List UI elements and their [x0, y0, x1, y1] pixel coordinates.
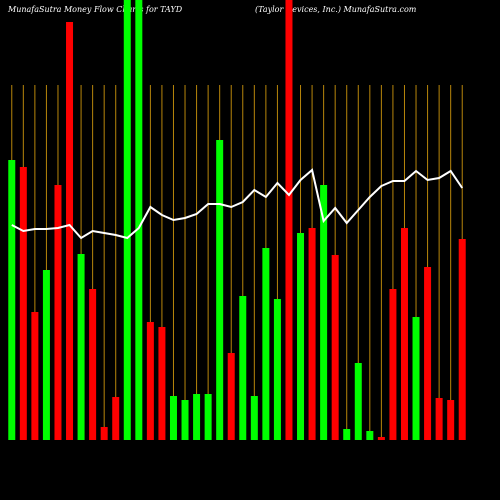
bar: [273, 299, 281, 440]
bar: [239, 296, 247, 440]
bar: [181, 400, 189, 440]
bar: [458, 239, 466, 440]
chart-title: MunafaSutra Money Flow Charts for TAYD: [7, 5, 183, 14]
bar: [89, 289, 97, 440]
bar: [77, 254, 85, 440]
bar: [435, 398, 443, 440]
bar: [262, 248, 270, 440]
bar: [343, 429, 351, 440]
bar: [424, 267, 432, 440]
bar: [320, 185, 328, 440]
bar: [8, 160, 16, 440]
bar: [66, 22, 74, 440]
bar: [31, 312, 39, 440]
bar: [389, 289, 397, 440]
bar: [54, 185, 62, 440]
chart-subtitle: (Taylor Devices, Inc.) MunafaSutra.com: [255, 5, 417, 14]
bar: [216, 140, 224, 440]
bar: [19, 167, 27, 440]
money-flow-line: [11, 168, 464, 240]
bar: [100, 427, 108, 440]
bar: [412, 317, 420, 440]
bar: [227, 353, 235, 440]
bar: [250, 396, 258, 440]
bar: [331, 255, 339, 440]
bar: [112, 397, 120, 440]
bar: [400, 228, 408, 440]
bar: [158, 327, 166, 440]
bar: [135, 0, 143, 440]
bar: [204, 394, 212, 440]
bar: [169, 396, 177, 440]
bar: [366, 431, 374, 440]
bar: [447, 400, 455, 440]
bar: [308, 228, 316, 440]
bar: [123, 0, 131, 440]
bar: [146, 322, 154, 440]
bar: [297, 233, 305, 440]
bar: [354, 363, 362, 440]
bar: [193, 394, 201, 440]
bar: [42, 270, 50, 440]
bar: [377, 437, 385, 440]
bar: [285, 0, 293, 440]
